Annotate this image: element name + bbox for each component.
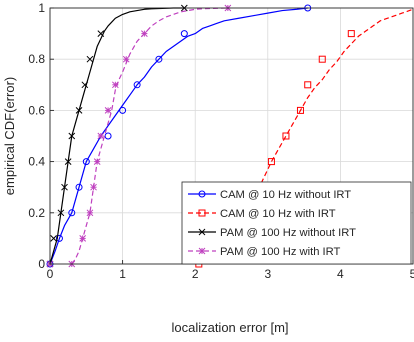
series-2-marker [86, 55, 94, 63]
legend-marker-2 [198, 228, 206, 236]
series-0-marker [55, 234, 63, 242]
series-2-marker [81, 81, 89, 89]
series-0-marker [133, 81, 141, 89]
series-line-2 [49, 7, 185, 265]
series-3-marker [79, 235, 87, 242]
x-tick-label: 2 [192, 267, 199, 281]
series-2-marker [64, 158, 72, 165]
legend-marker-3 [198, 247, 206, 255]
legend-label-2: PAM @ 100 Hz without IRT [220, 227, 356, 239]
series-1-marker [296, 106, 304, 114]
legend-marker-1 [198, 209, 206, 217]
legend-box [181, 181, 412, 265]
x-tick-label: 4 [337, 267, 344, 281]
series-2-marker [61, 183, 68, 191]
x-tick-label: 3 [264, 267, 271, 281]
series-0-marker [119, 106, 127, 114]
x-tick-label: 0 [47, 267, 54, 281]
y-tick-label: 0.8 [28, 52, 45, 66]
legend-label-0: CAM @ 10 Hz without IRT [220, 189, 351, 201]
series-1-marker [347, 30, 355, 38]
series-0-marker [104, 132, 112, 140]
y-tick-label: 1 [38, 1, 45, 15]
series-2-marker [97, 30, 105, 37]
series-3-marker [104, 107, 112, 114]
series-3-marker [86, 209, 94, 217]
series-2-marker [75, 107, 83, 114]
y-axis-label: empirical CDF(error) [2, 77, 17, 195]
series-3-marker [122, 55, 130, 63]
y-tick-label: 0.6 [28, 103, 45, 117]
series-3-marker [93, 158, 101, 165]
series-0-marker [68, 209, 76, 217]
series-3-marker [111, 81, 119, 89]
ticks-layer: 0 1 2 3 4 5 0 0.2 0.4 0.6 0.8 1 [28, 1, 414, 281]
series-line-3 [71, 7, 228, 265]
y-tick-label: 0.2 [28, 206, 45, 220]
legend-label-3: PAM @ 100 Hz with IRT [220, 246, 341, 258]
legend: CAM @ 10 Hz without IRT CAM @ 10 Hz with … [181, 181, 412, 265]
series-2-marker [57, 209, 65, 217]
series-1-marker [318, 55, 326, 63]
series-1-marker [304, 81, 312, 89]
series-0-marker [75, 183, 83, 191]
x-tick-label: 1 [119, 267, 126, 281]
y-tick-label: 0.4 [28, 155, 45, 169]
series-3-marker [141, 30, 148, 37]
legend-label-1: CAM @ 10 Hz with IRT [220, 208, 336, 220]
x-tick-label: 5 [410, 267, 414, 281]
series-0-marker [180, 30, 188, 38]
series-1-marker [282, 132, 290, 140]
series-0-marker [82, 158, 90, 166]
series-line-0 [49, 7, 308, 265]
series-0-marker [155, 55, 163, 63]
series-layer [46, 4, 414, 268]
legend-marker-0 [198, 190, 206, 198]
series-3-marker [90, 183, 97, 191]
series-1-marker [267, 158, 275, 166]
y-tick-label: 0 [38, 257, 45, 271]
series-3-marker [97, 132, 105, 140]
x-axis-label: localization error [m] [171, 320, 288, 335]
series-2-marker [68, 132, 76, 140]
series-2-marker [50, 235, 57, 242]
